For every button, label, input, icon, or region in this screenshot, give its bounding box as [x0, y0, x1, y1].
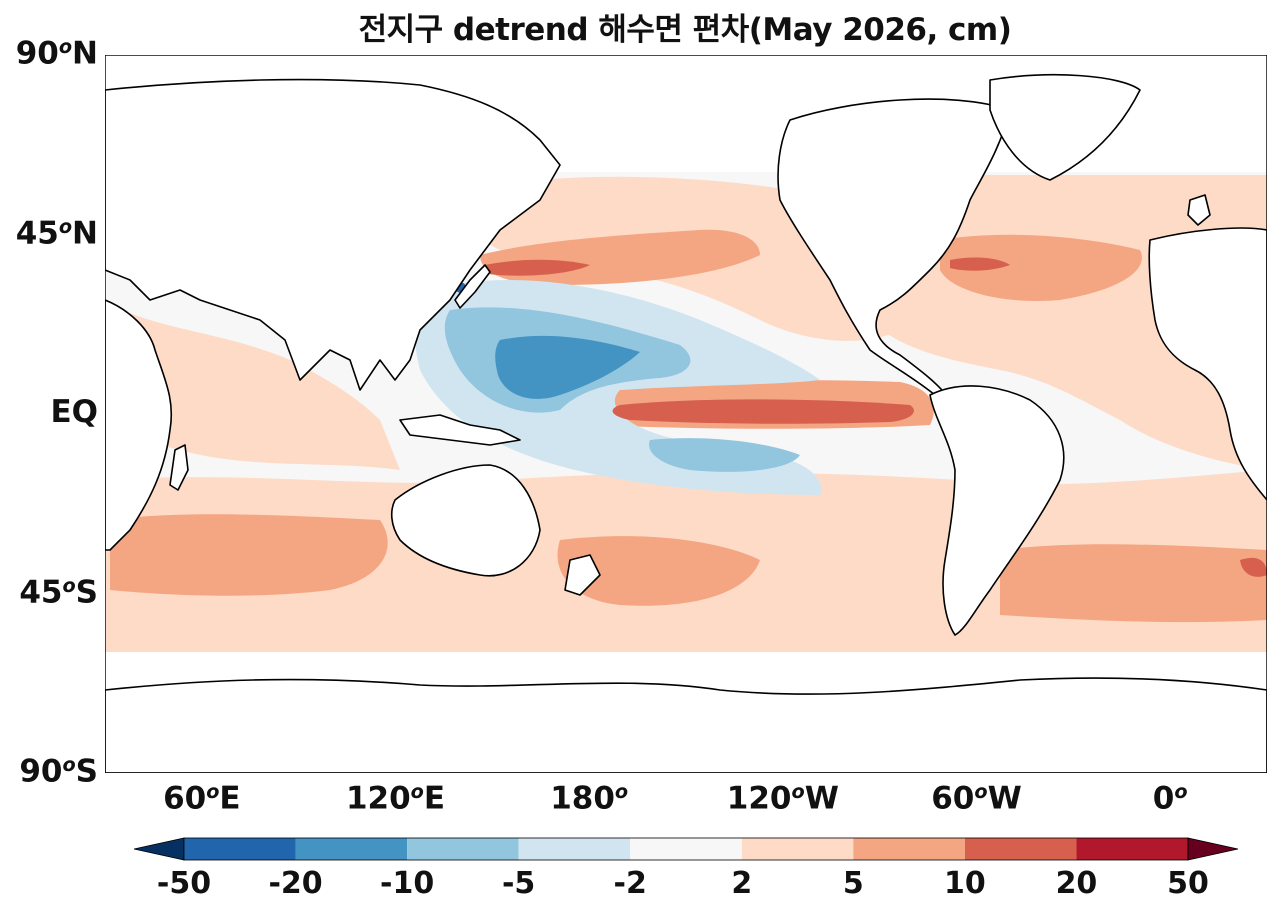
colorbar-segment — [1076, 838, 1188, 860]
colorbar-segment — [407, 838, 519, 860]
colorbar-level-label: 10 — [944, 866, 986, 901]
colorbar-segment — [741, 838, 854, 860]
colorbar-frame — [183, 837, 1189, 861]
land-antarctica — [105, 677, 1267, 773]
lat-tick-label: 90oN — [15, 35, 98, 72]
land-greenland — [989, 74, 1141, 181]
colorbar-segment — [184, 838, 296, 860]
anomaly-region-south-pacific-cold — [649, 438, 800, 472]
lat-tick-label: 90oS — [19, 753, 98, 790]
lat-tick-label: 45oN — [15, 214, 98, 252]
land-philippines-indonesia — [399, 414, 521, 446]
lon-tick-label: 120oE — [345, 780, 446, 817]
anomaly-region-west-pacific-strong-cold — [495, 335, 640, 399]
land-madagascar — [169, 444, 189, 491]
colorbar-level-label: 2 — [731, 866, 753, 901]
colorbar-level-label: -10 — [380, 866, 435, 901]
lon-tick-label: 60oW — [931, 780, 1022, 817]
land-africa — [105, 299, 173, 551]
colorbar-level-label: -50 — [156, 866, 212, 901]
colorbar-level-label: -2 — [613, 866, 647, 901]
lon-tick-label: 60oE — [163, 780, 241, 817]
colorbar-level-label: -5 — [501, 866, 536, 901]
land-west-africa-europe — [1148, 227, 1267, 501]
land-masses — [105, 74, 1267, 773]
land-british-isles — [1187, 194, 1211, 226]
anomaly-region-gulf-stream-warm — [940, 234, 1142, 301]
land-japan — [454, 264, 491, 309]
colorbar-segment — [518, 838, 631, 860]
colorbar-segment — [964, 838, 1077, 860]
anomaly-region-south-pacific-warm — [557, 536, 760, 606]
colorbar-level-label: 5 — [842, 866, 864, 901]
colorbar-level-label: -20 — [268, 866, 323, 901]
anomaly-region-equatorial-warm-core — [612, 399, 914, 424]
anomaly-region-south-indian-warm — [110, 514, 388, 596]
anomaly-region-south-atlantic-strong-warm — [1240, 557, 1267, 577]
colorbar-level-label: 20 — [1055, 866, 1098, 901]
land-australia — [390, 464, 541, 577]
lon-tick-label: 120oW — [726, 780, 839, 817]
anomaly-region-indian-warm — [105, 300, 400, 470]
land-arctic-eurasia — [105, 78, 561, 391]
colorbar-segment — [630, 838, 742, 860]
colorbar — [133, 837, 1239, 861]
anomaly-region-gulf-stream-strong-warm — [950, 257, 1010, 271]
colorbar-under-extension — [133, 837, 185, 861]
land-south-america — [929, 385, 1065, 636]
lat-tick-label: EQ — [50, 394, 98, 430]
lon-tick-label: 0o — [1152, 780, 1188, 817]
lon-tick-label: 180o — [550, 780, 629, 817]
map-title: 전지구 detrend 해수면 편차(May 2026, cm) — [358, 12, 1012, 48]
land-new-zealand — [564, 554, 601, 596]
anomaly-region-kuroshio-strong-warm — [485, 259, 590, 276]
colorbar-segment — [295, 838, 408, 860]
colorbar-segment — [853, 838, 965, 860]
anomaly-region-south-atlantic-warm — [1000, 544, 1267, 623]
colorbar-level-label: 50 — [1167, 866, 1209, 901]
lat-tick-label: 45oS — [19, 573, 98, 611]
colorbar-over-extension — [1187, 837, 1239, 861]
